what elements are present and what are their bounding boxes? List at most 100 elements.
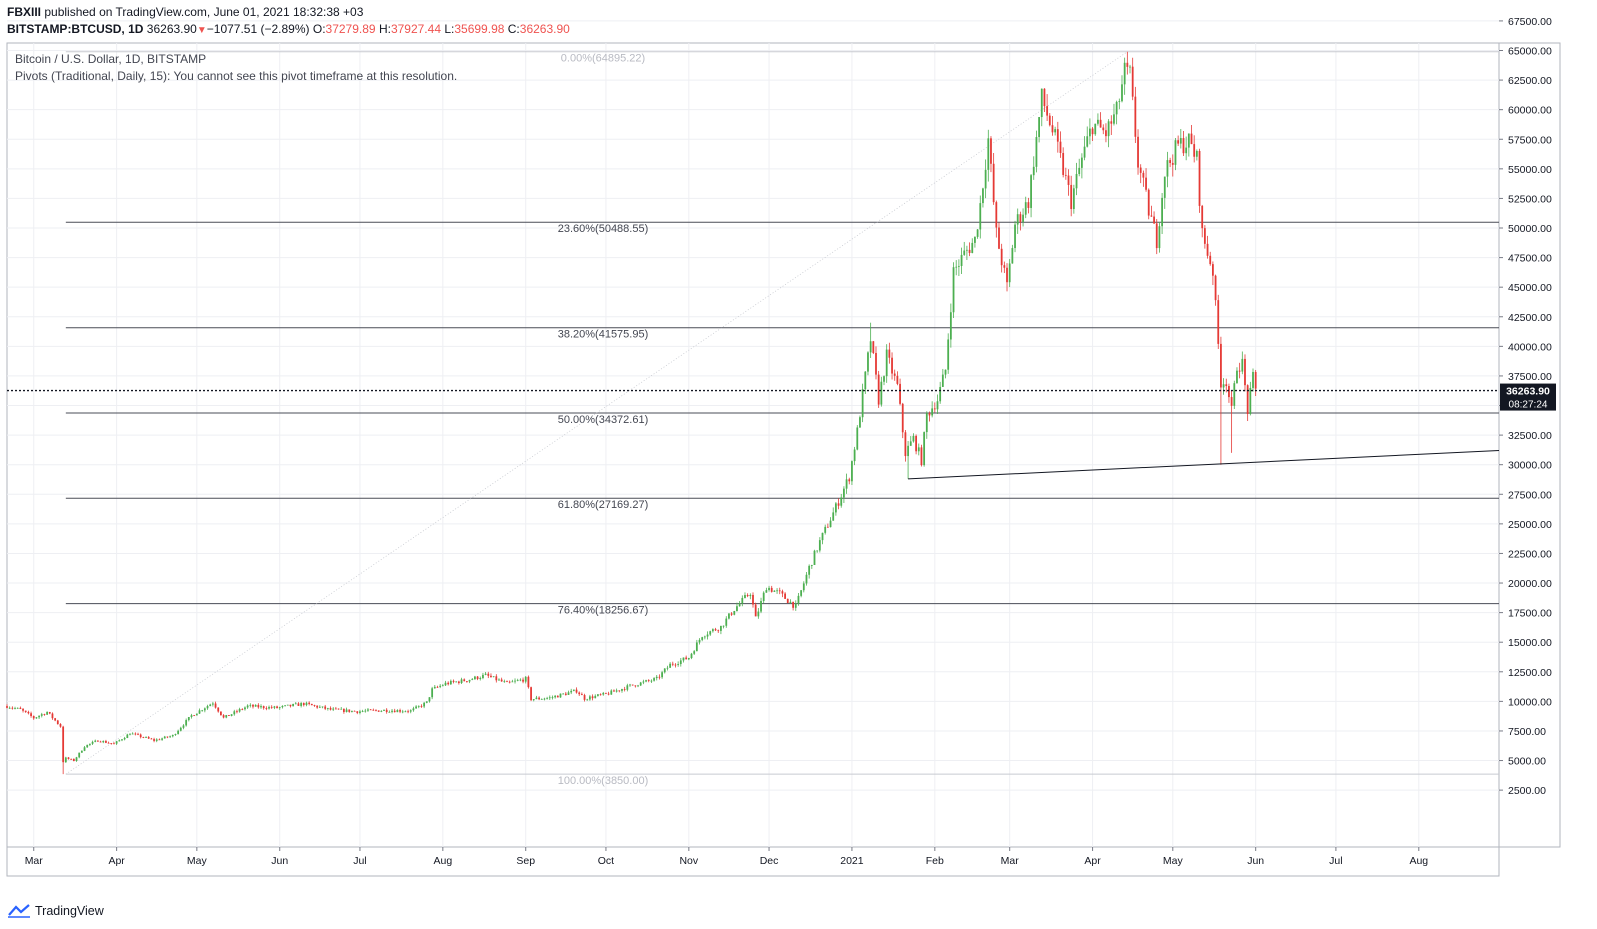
candle-body-up xyxy=(706,634,709,637)
candle-body-down xyxy=(784,593,786,599)
x-tick-label: Oct xyxy=(598,855,614,867)
candle-body-up xyxy=(808,565,811,575)
candle-body-down xyxy=(142,737,145,738)
candle-body-down xyxy=(407,711,409,713)
candle-body-down xyxy=(153,739,155,741)
candle-body-down xyxy=(1056,129,1059,142)
candle-body-up xyxy=(1158,226,1161,249)
candle-body-up xyxy=(744,595,746,598)
candle-body-up xyxy=(64,757,67,763)
candle-body-down xyxy=(6,706,8,708)
candle-body-up xyxy=(91,741,94,744)
candle-body-down xyxy=(538,697,540,700)
candle-body-down xyxy=(1230,397,1233,406)
candle-body-down xyxy=(1126,62,1129,67)
candle-body-down xyxy=(928,413,931,416)
candle-body-up xyxy=(254,704,257,707)
candle-body-up xyxy=(1038,117,1041,138)
published-text: published on TradingView.com, June 01, 2… xyxy=(44,5,364,19)
candle-body-down xyxy=(310,703,313,706)
candle-body-down xyxy=(1070,184,1073,210)
candle-body-down xyxy=(1027,202,1030,208)
candle-body-down xyxy=(214,703,217,708)
candle-body-up xyxy=(813,550,816,566)
y-tick-label: 65000.00 xyxy=(1508,46,1552,58)
candle-body-up xyxy=(273,706,276,708)
candle-body-up xyxy=(939,386,942,402)
low-label: L: xyxy=(444,22,455,36)
candle-body-up xyxy=(471,679,474,680)
candle-body-up xyxy=(810,565,813,566)
candle-body-up xyxy=(203,708,206,711)
candle-body-up xyxy=(118,740,121,742)
candle-body-down xyxy=(1051,125,1054,133)
candle-body-down xyxy=(420,705,423,707)
candle-body-up xyxy=(145,737,147,738)
publisher-name[interactable]: FBXIII xyxy=(7,5,42,19)
candle-body-up xyxy=(1113,114,1115,124)
y-tick-label: 45000.00 xyxy=(1508,282,1552,294)
candle-body-down xyxy=(607,693,610,695)
candle-body-up xyxy=(1030,175,1032,208)
candle-body-up xyxy=(851,461,853,482)
candle-body-down xyxy=(337,708,340,710)
pivots-legend[interactable]: Pivots (Traditional, Daily, 15): You can… xyxy=(15,69,458,83)
candle-body-down xyxy=(463,679,466,682)
candle-body-up xyxy=(682,657,685,661)
candle-body-down xyxy=(1217,300,1220,344)
candle-body-up xyxy=(8,707,11,709)
y-tick-label: 27500.00 xyxy=(1508,489,1552,501)
candle-body-down xyxy=(556,695,559,698)
candle-body-down xyxy=(781,591,784,594)
candle-body-down xyxy=(1244,358,1246,386)
candle-body-up xyxy=(570,690,573,693)
series-legend[interactable]: Bitcoin / U.S. Dollar, 1D, BITSTAMP xyxy=(15,52,207,66)
candle-body-up xyxy=(834,503,837,513)
candle-body-up xyxy=(1129,66,1131,68)
candle-body-up xyxy=(1174,140,1177,165)
candle-body-down xyxy=(59,724,62,727)
candle-body-up xyxy=(698,639,701,643)
candle-body-up xyxy=(947,339,950,370)
candle-body-down xyxy=(1190,133,1193,145)
candle-body-up xyxy=(332,708,335,710)
candle-body-up xyxy=(94,740,97,742)
y-tick-label: 10000.00 xyxy=(1508,696,1552,708)
candle-body-up xyxy=(984,169,987,189)
candle-body-up xyxy=(244,707,246,710)
candle-body-down xyxy=(452,680,455,682)
candle-body-down xyxy=(302,703,305,706)
candle-body-up xyxy=(821,532,824,541)
x-tick-label: Sep xyxy=(516,855,535,867)
y-tick-label: 15000.00 xyxy=(1508,637,1552,649)
candle-body-up xyxy=(639,682,642,686)
open-label: O: xyxy=(312,22,326,36)
candle-body-up xyxy=(351,710,353,712)
candle-body-up xyxy=(736,606,738,612)
candle-body-up xyxy=(1107,121,1110,137)
candle-body-down xyxy=(995,202,998,228)
tradingview-footer[interactable]: TradingView xyxy=(7,904,104,918)
candles xyxy=(6,51,1257,775)
candle-body-up xyxy=(816,550,819,552)
candle-body-up xyxy=(225,715,228,718)
tradingview-brand: TradingView xyxy=(35,904,104,918)
fib-level-label: 100.00%(3850.00) xyxy=(558,775,649,787)
candle-body-up xyxy=(960,254,963,266)
symbol-label: BITSTAMP:BTCUSD, 1D xyxy=(7,22,144,36)
candle-body-down xyxy=(899,383,901,404)
candle-body-down xyxy=(313,705,316,706)
candle-body-up xyxy=(174,734,177,736)
close-label: C: xyxy=(507,22,520,36)
candle-body-up xyxy=(720,625,722,631)
candle-body-up xyxy=(586,699,589,701)
candle-body-up xyxy=(776,590,778,592)
candle-body-up xyxy=(482,674,484,679)
candle-body-down xyxy=(877,374,880,405)
x-tick-label: Aug xyxy=(1409,855,1428,867)
candle-body-up xyxy=(455,681,458,683)
close-value: 36263.90 xyxy=(519,22,570,36)
candle-body-up xyxy=(832,512,835,521)
candle-body-down xyxy=(583,695,586,700)
